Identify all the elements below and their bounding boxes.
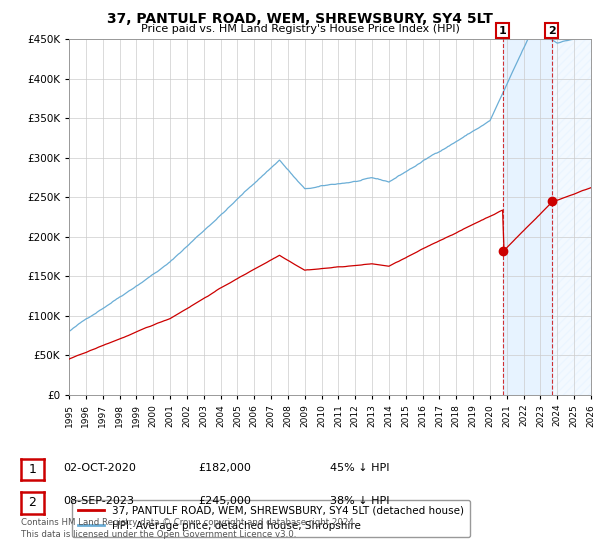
- Text: Contains HM Land Registry data © Crown copyright and database right 2024.
This d: Contains HM Land Registry data © Crown c…: [21, 518, 356, 539]
- Text: 37, PANTULF ROAD, WEM, SHREWSBURY, SY4 5LT: 37, PANTULF ROAD, WEM, SHREWSBURY, SY4 5…: [107, 12, 493, 26]
- Bar: [503, 39, 552, 395]
- Text: 2: 2: [28, 496, 37, 510]
- Legend: 37, PANTULF ROAD, WEM, SHREWSBURY, SY4 5LT (detached house), HPI: Average price,: 37, PANTULF ROAD, WEM, SHREWSBURY, SY4 5…: [71, 500, 470, 537]
- Text: 02-OCT-2020: 02-OCT-2020: [63, 463, 136, 473]
- Text: 2: 2: [548, 26, 556, 36]
- Bar: [552, 39, 593, 395]
- Text: 38% ↓ HPI: 38% ↓ HPI: [330, 496, 389, 506]
- Text: 1: 1: [28, 463, 37, 476]
- Text: 1: 1: [499, 26, 506, 36]
- Text: 45% ↓ HPI: 45% ↓ HPI: [330, 463, 389, 473]
- Text: Price paid vs. HM Land Registry's House Price Index (HPI): Price paid vs. HM Land Registry's House …: [140, 24, 460, 34]
- Text: £182,000: £182,000: [198, 463, 251, 473]
- Text: 08-SEP-2023: 08-SEP-2023: [63, 496, 134, 506]
- Text: £245,000: £245,000: [198, 496, 251, 506]
